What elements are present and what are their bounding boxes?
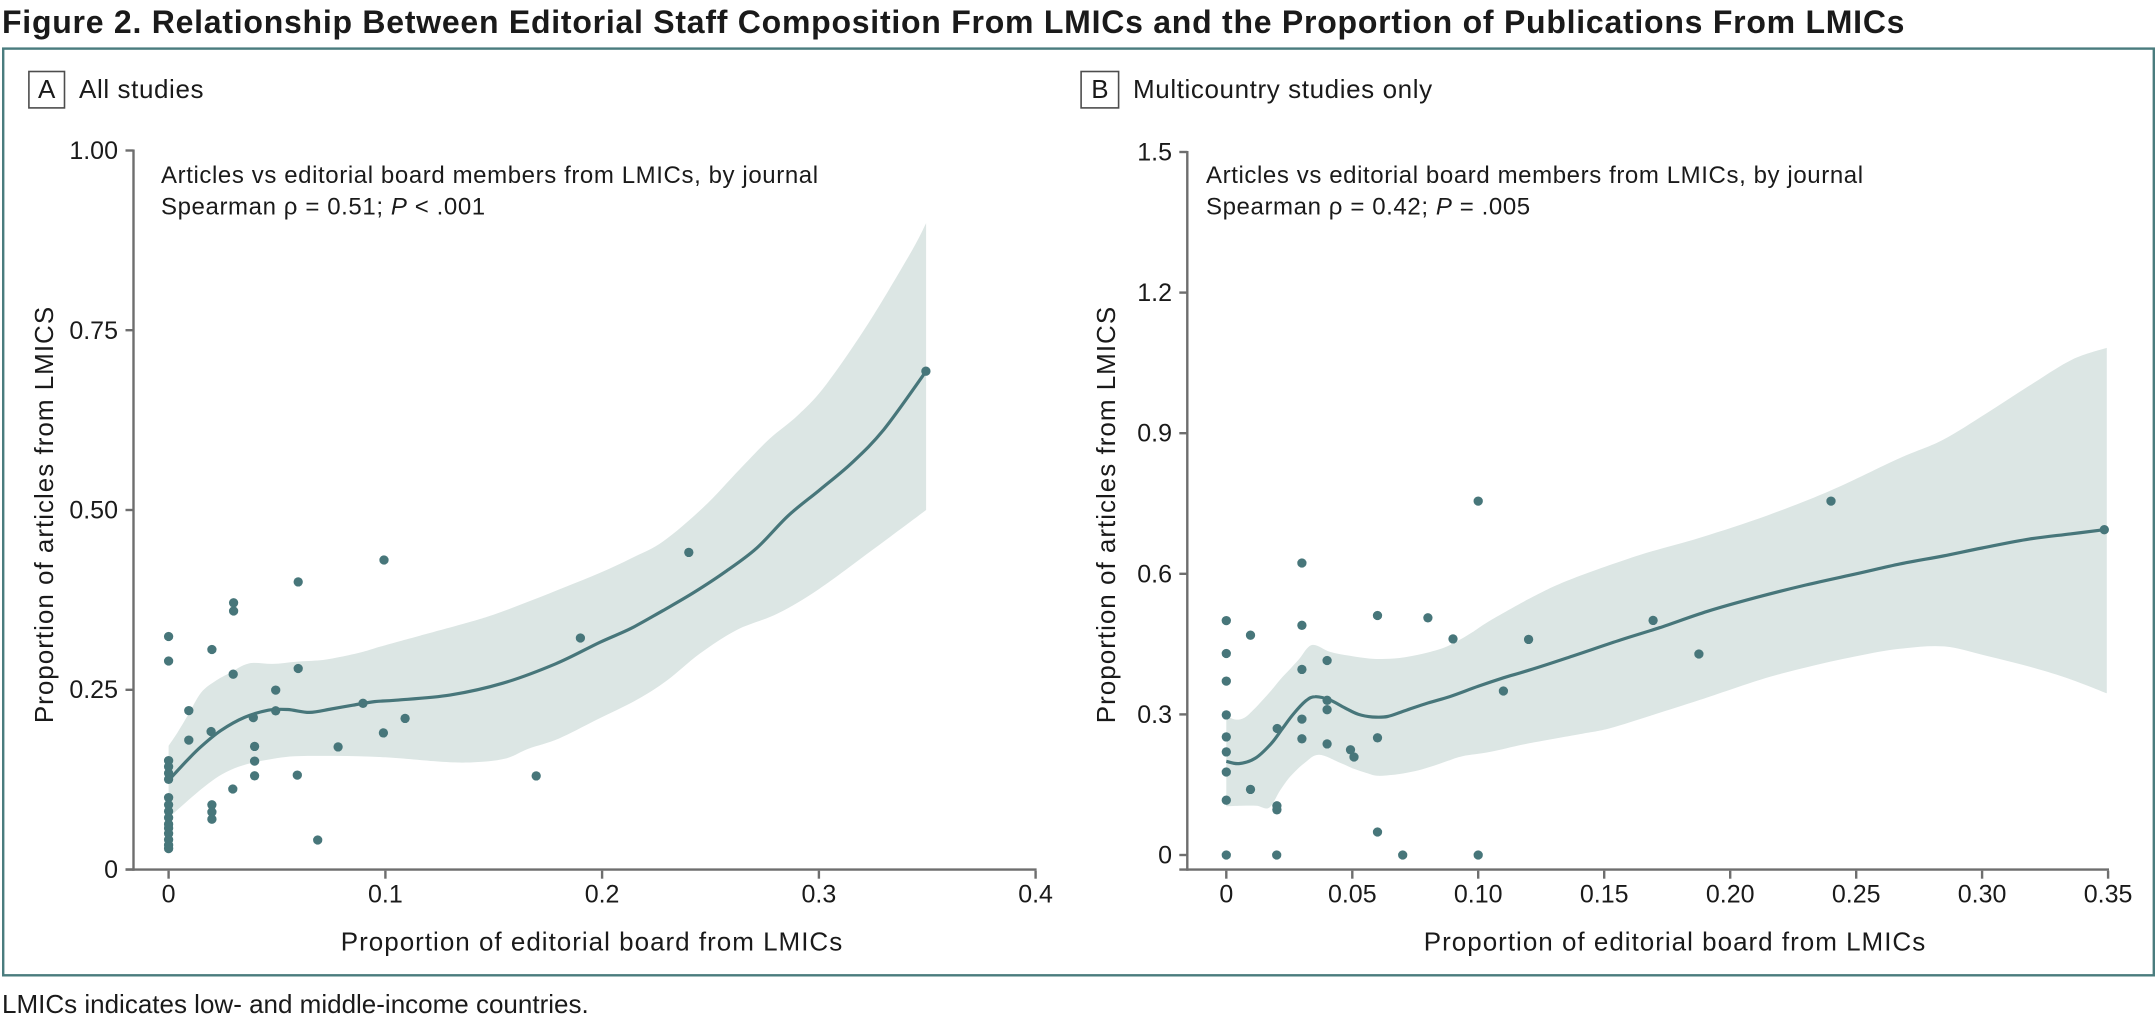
svg-text:0.15: 0.15: [1580, 881, 1629, 909]
svg-text:0.3: 0.3: [802, 881, 837, 909]
svg-text:0.05: 0.05: [1328, 881, 1377, 909]
svg-text:0: 0: [104, 856, 118, 884]
svg-text:Proportion of articles from LM: Proportion of articles from LMICS: [29, 306, 59, 723]
svg-text:0.6: 0.6: [1137, 560, 1172, 588]
svg-text:0: 0: [1219, 881, 1233, 909]
svg-text:Spearman ρ = 0.51; P < .001: Spearman ρ = 0.51; P < .001: [161, 194, 486, 221]
svg-text:0.25: 0.25: [1832, 881, 1881, 909]
svg-text:0: 0: [1158, 842, 1172, 870]
svg-text:Proportion of articles from LM: Proportion of articles from LMICS: [1091, 306, 1121, 723]
svg-text:LMICs indicates low- and middl: LMICs indicates low- and middle-income c…: [2, 989, 589, 1019]
svg-text:1.00: 1.00: [69, 137, 118, 165]
svg-text:0.1: 0.1: [368, 881, 403, 909]
svg-text:Articles vs editorial board me: Articles vs editorial board members from…: [161, 162, 819, 189]
svg-text:0.50: 0.50: [69, 497, 118, 525]
svg-text:Multicountry studies only: Multicountry studies only: [1133, 74, 1433, 104]
svg-text:0.25: 0.25: [69, 676, 118, 704]
svg-text:All studies: All studies: [79, 74, 204, 104]
svg-text:Spearman ρ = 0.42; P = .005: Spearman ρ = 0.42; P = .005: [1206, 194, 1531, 221]
svg-text:Proportion of editorial board: Proportion of editorial board from LMICs: [341, 927, 843, 957]
svg-text:Proportion of editorial board: Proportion of editorial board from LMICs: [1424, 927, 1926, 957]
svg-text:0.2: 0.2: [585, 881, 620, 909]
svg-text:0.10: 0.10: [1454, 881, 1503, 909]
svg-text:Figure 2. Relationship Between: Figure 2. Relationship Between Editorial…: [2, 4, 1905, 40]
svg-text:1.2: 1.2: [1137, 279, 1172, 307]
svg-text:0.75: 0.75: [69, 317, 118, 345]
svg-text:0.20: 0.20: [1706, 881, 1755, 909]
svg-text:0.4: 0.4: [1018, 881, 1053, 909]
svg-text:A: A: [38, 74, 56, 104]
svg-text:Articles vs editorial board me: Articles vs editorial board members from…: [1206, 162, 1864, 189]
svg-text:0.3: 0.3: [1137, 701, 1172, 729]
svg-text:0.30: 0.30: [1958, 881, 2007, 909]
svg-text:0.9: 0.9: [1137, 420, 1172, 448]
svg-text:0: 0: [162, 881, 176, 909]
svg-text:0.35: 0.35: [2084, 881, 2133, 909]
svg-text:1.5: 1.5: [1137, 139, 1172, 167]
svg-text:B: B: [1091, 74, 1108, 104]
